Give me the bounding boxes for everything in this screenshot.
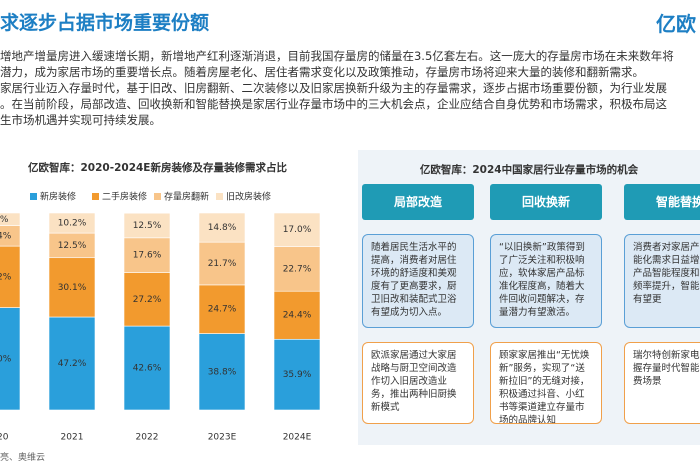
value-label: 10.2% [58,219,87,229]
bar-segment [48,212,96,234]
value-label: 12.5% [58,241,87,251]
x-tick-label: 2024E [283,433,312,443]
x-tick-label: 2020 [0,433,9,443]
bar-segment [0,225,21,247]
bar-segment [123,325,171,411]
value-label: 52.0% [0,354,12,364]
value-label: 30.1% [58,283,87,293]
legend-label: 旧改房装修 [226,191,271,203]
bar-segment [123,272,171,327]
paragraph-line: 增地产增量房进入缓速增长期，新增地产红利逐渐消退，目前我国存量房的储量在3.5亿… [0,49,674,63]
panel-title: 亿欧智库：2024中国家居行业存量市场的机会 [419,164,639,176]
trend-box: 消费者对家居产品智能化需求日益增加，产品智能程度和更换频率提升，智能家居有望更 [624,234,700,328]
paragraph-line: 。在当前阶段，局部改造、回收换新和智能替换是家居行业存量市场中的三大机会点，企业… [0,97,667,111]
opportunity-column: 回收换新 “以旧换新”政策得到了广泛关注和积极响应，软体家居产品标准化程度高，随着… [490,184,602,424]
value-label: 42.6% [133,364,162,374]
case-box: 瑞尔特创新家电，把握存量时代智能电消费场景 [624,342,700,424]
bar-segment [0,307,21,411]
legend-swatch [154,193,161,200]
logo: 亿欧 [656,12,696,36]
opportunity-panel: 亿欧智库：2024中国家居行业存量市场的机会 局部改造随着居民生活水平的提高，消… [358,150,700,445]
column-header: 局部改造 [362,184,474,220]
legend-swatch [216,193,223,200]
paragraph-line: 家居行业迈入存量时代，基于旧改、旧房翻新、二次装修以及旧家居换新升级为主的存量需… [0,81,667,95]
legend-swatch [30,193,37,200]
case-box: 顾家家居推出“无忧焕新”服务，实现了“送新拉旧”的无缝对接，积极通过抖音、小红书… [490,342,602,424]
value-label: 21.7% [208,259,237,269]
bar-segment [198,241,246,286]
trend-box: 随着居民生活水平的提高，消费者对居住环境的舒适度和美观度有了更高要求，厨卫旧改和… [362,234,474,328]
value-label: 38.8% [208,367,237,377]
value-label: 22.7% [283,264,312,274]
bar-segment [0,245,21,308]
chart-title: 亿欧智库：2020-2024E新房装修及存量装修需求占比 [28,161,287,174]
value-label: 47.2% [58,359,87,369]
trend-box: “以旧换新”政策得到了广泛关注和积极响应，软体家居产品标准化程度高，随着大件回收… [490,234,602,328]
x-tick-label: 2023E [208,433,237,443]
legend-label: 存量房翻新 [164,191,209,203]
value-label: 12.5% [133,221,162,231]
bar-segment [123,212,171,239]
opportunity-column: 智能替换消费者对家居产品智能化需求日益增加，产品智能程度和更换频率提升，智能家居… [624,184,700,424]
opportunity-column: 局部改造随着居民生活水平的提高，消费者对居住环境的舒适度和美观度有了更高要求，厨… [362,184,474,424]
value-label: 27.2% [133,295,162,305]
bar-segment [273,338,321,411]
bar-segment [198,212,246,243]
chart: 亿欧智库：2020-2024E新房装修及存量装修需求占比 新房装修 二手房装修 存量… [0,161,321,443]
value-label: 24.7% [208,305,237,315]
value-label: 10.4% [0,231,12,241]
value-label: 31.2% [0,272,12,282]
paragraph: 增地产增量房进入缓速增长期，新增地产红利逐渐消退，目前我国存量房的储量在3.5亿… [0,48,700,128]
value-label: 14.8% [208,223,237,233]
bar-segment [48,232,96,259]
source: 亮、奥维云 [0,453,46,463]
legend-label: 二手房装修 [102,191,147,203]
bar-segment [48,257,96,318]
x-tick-label: 2022 [136,433,159,443]
bar-segment [273,290,321,340]
bar-segment [198,333,246,411]
legend-swatch [92,193,99,200]
x-tick-label: 2021 [61,433,84,443]
page-title: 求逐步占据市场重要份额 [0,12,210,34]
bar-segment [273,212,321,247]
value-label: 24.4% [283,311,312,321]
value-label: 6.4% [0,215,9,225]
bar-segment [48,316,96,411]
paragraph-line: 潜力，成为家居市场的重要增长点。随着房屋老化、居住者需求变化以及政策推动，存量房… [0,65,644,79]
legend-label: 新房装修 [40,191,76,203]
bar-segment [198,284,246,334]
column-header: 回收换新 [490,184,602,220]
paragraph-line: 生市场机遇并实现可持续发展。 [0,113,161,127]
case-box: 欧派家居通过大家居战略与厨卫空间改造作切入旧居改造业务，推出两种旧厨换新模式 [362,342,474,424]
column-header: 智能替换 [624,184,700,220]
value-label: 17.6% [133,251,162,261]
bar-segment [0,212,21,226]
value-label: 17.0% [283,225,312,235]
value-label: 35.9% [283,370,312,380]
